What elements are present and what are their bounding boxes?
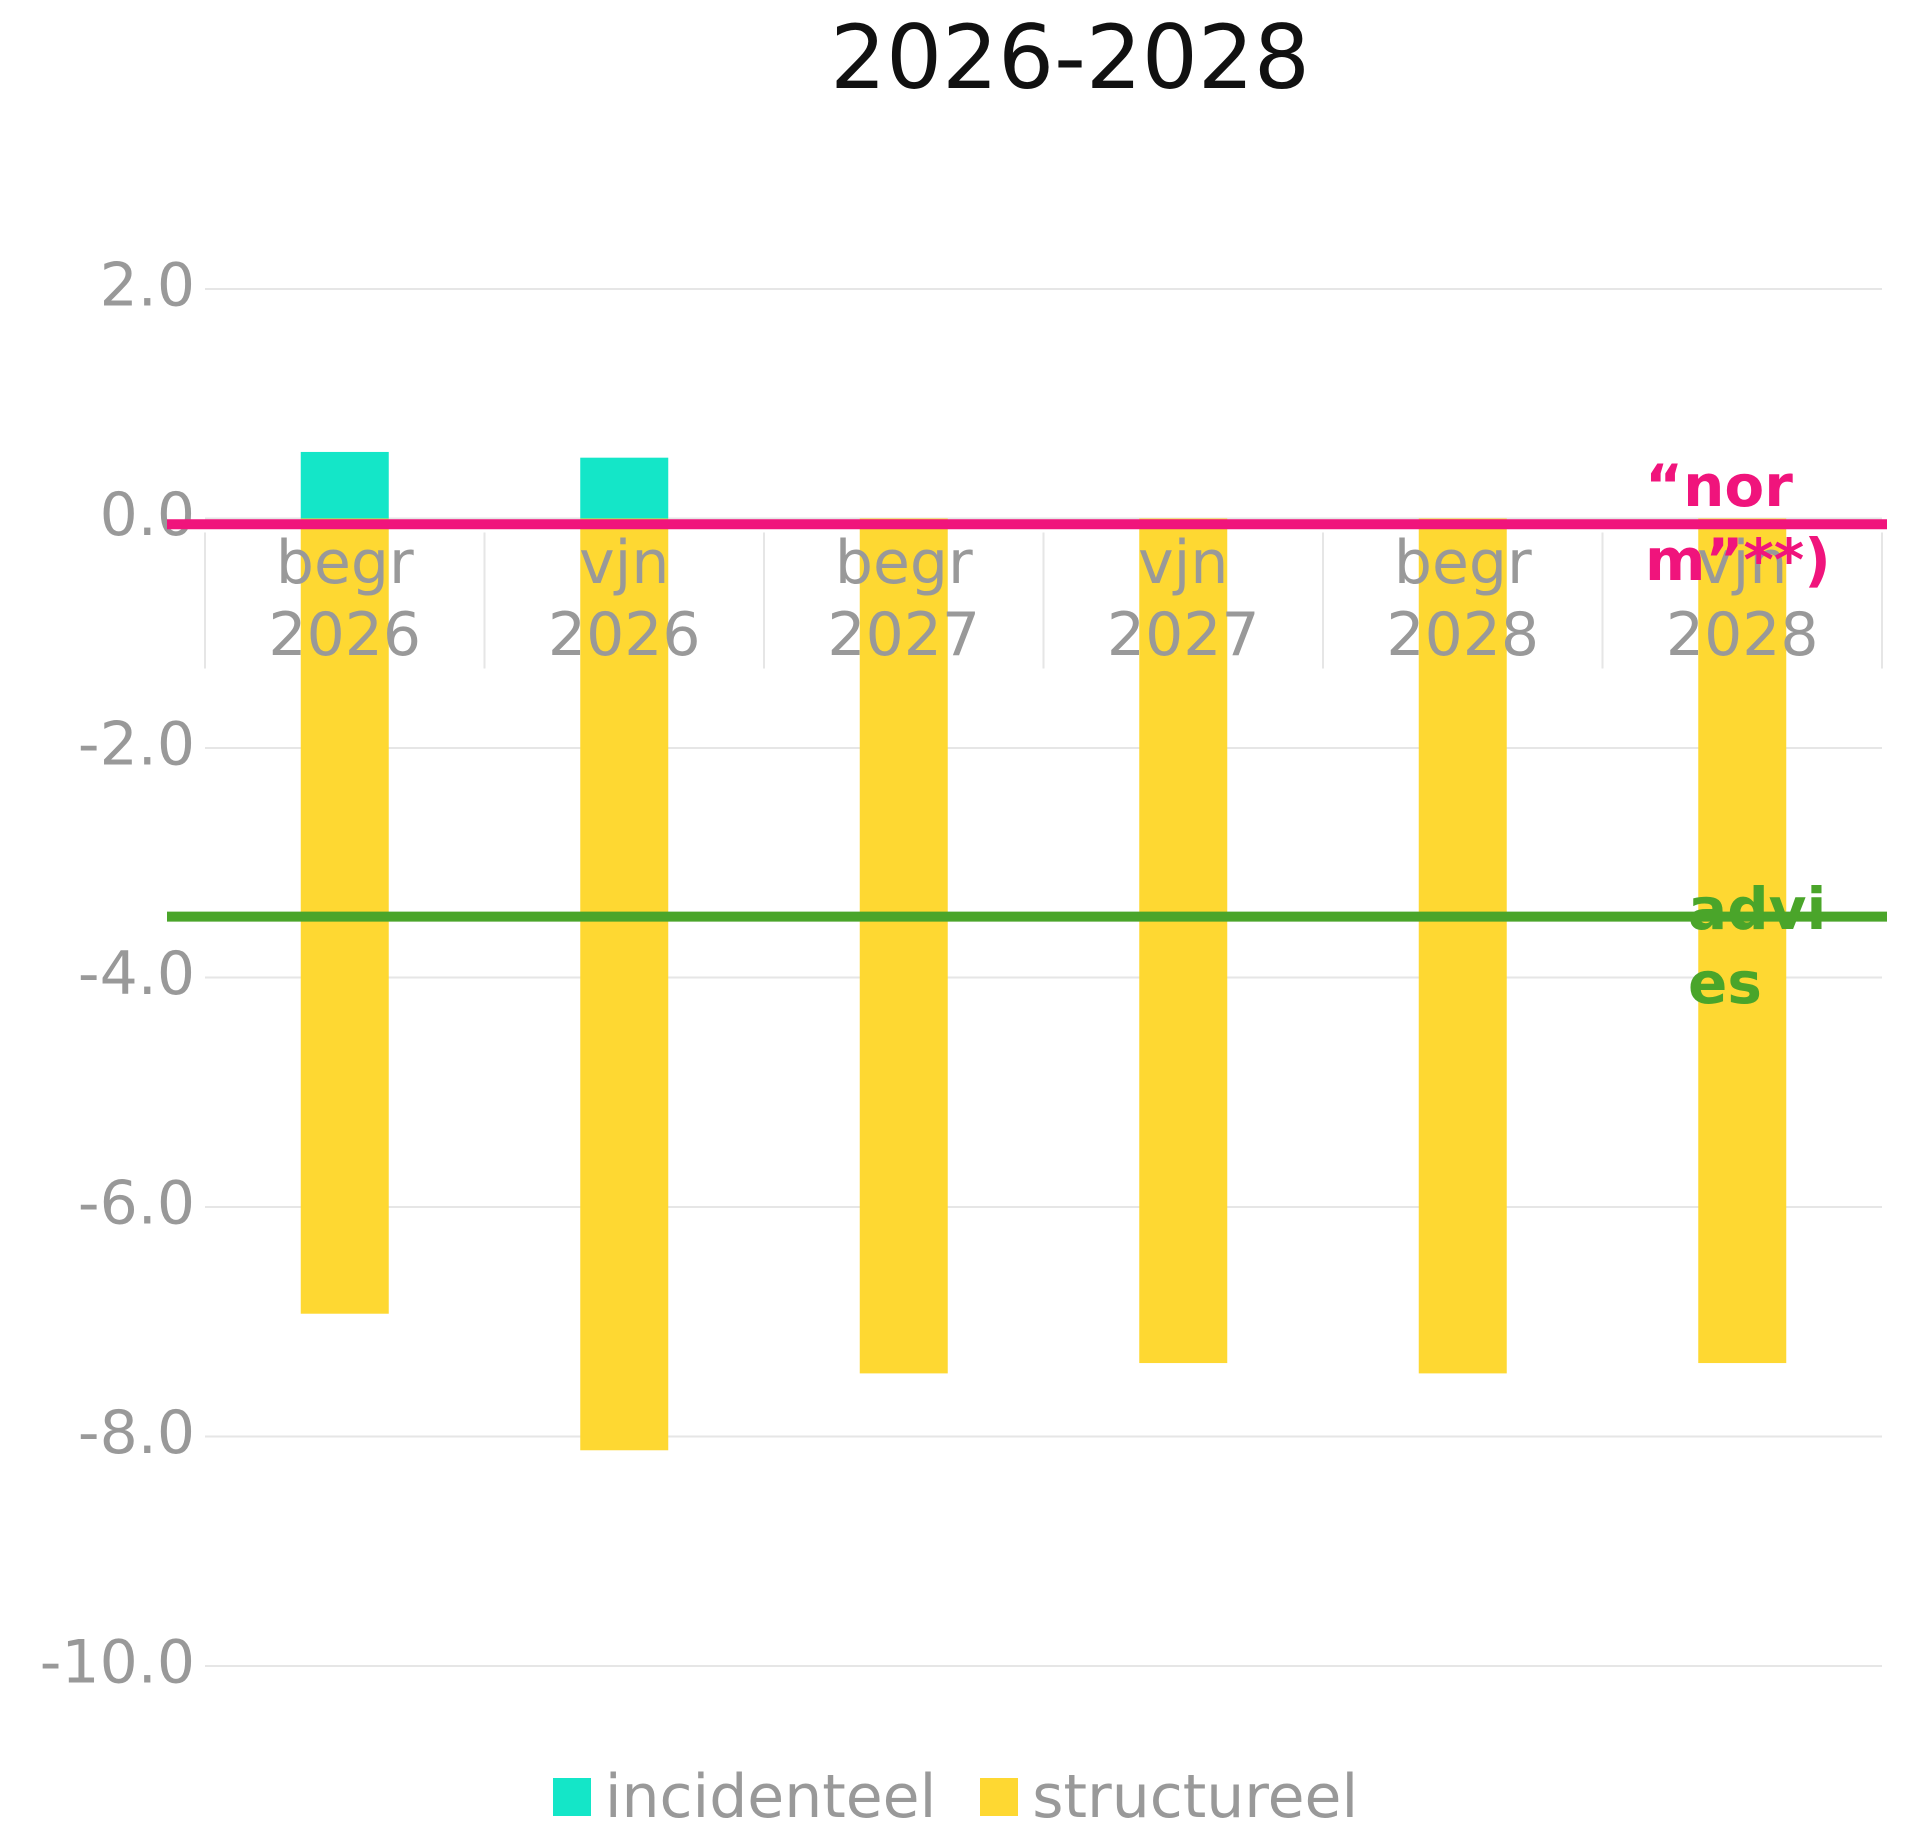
legend-swatch (980, 1778, 1019, 1816)
y-tick-label: -8.0 (78, 1398, 195, 1468)
y-tick-label: -4.0 (78, 939, 195, 1009)
legend-item: structureel (980, 1762, 1358, 1830)
y-tick-label: -2.0 (78, 710, 195, 780)
legend-swatch (552, 1778, 591, 1816)
bar (580, 457, 669, 519)
legend-label: incidenteel (604, 1762, 937, 1830)
bar (1418, 518, 1507, 1374)
y-tick-label: 2.0 (100, 251, 195, 321)
reference-label: advies (1688, 874, 1827, 1017)
y-tick-label: -10.0 (40, 1628, 195, 1698)
x-tick-label: begr 2028 (1386, 527, 1540, 670)
legend: incidenteel structureel (0, 1762, 1911, 1830)
bar (1139, 518, 1228, 1364)
legend-item: incidenteel (552, 1762, 937, 1830)
x-tick-label: vjn 2027 (1106, 527, 1260, 670)
x-tick-label: vjn 2028 (1665, 527, 1819, 670)
bar (580, 518, 669, 1451)
legend-label: structureel (1032, 1762, 1359, 1830)
bar (859, 518, 948, 1374)
bar (1698, 518, 1787, 1364)
reference-label: “norm”**) (1645, 452, 1831, 595)
y-tick-label: 0.0 (100, 480, 195, 550)
x-tick-label: begr 2027 (827, 527, 981, 670)
bar (300, 451, 389, 519)
chart-title: 2026-2028 (830, 6, 1310, 109)
x-tick-label: begr 2026 (268, 527, 422, 670)
x-tick-label: vjn 2026 (547, 527, 701, 670)
y-tick-label: -6.0 (78, 1169, 195, 1239)
